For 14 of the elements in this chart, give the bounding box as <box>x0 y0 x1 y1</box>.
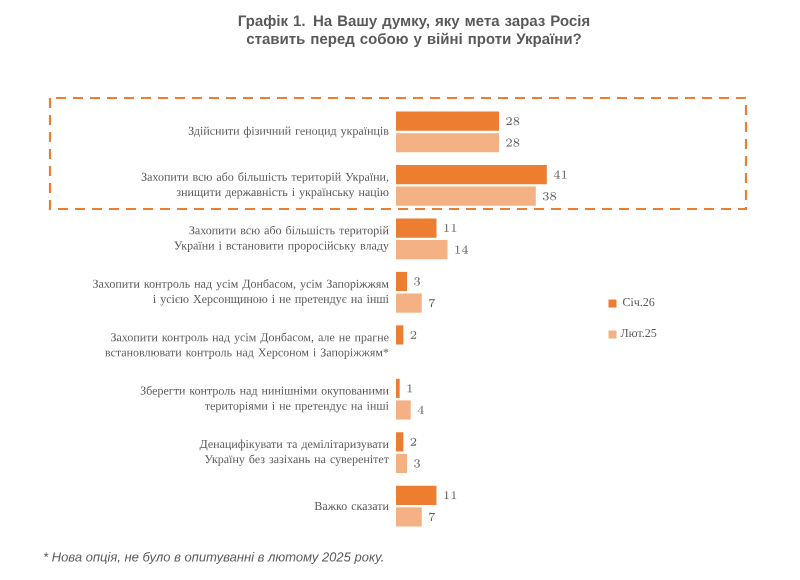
bar <box>396 111 499 131</box>
bar <box>396 325 404 345</box>
bar <box>396 218 437 238</box>
bar <box>396 293 422 313</box>
bar <box>396 271 408 292</box>
bar <box>396 400 411 420</box>
bar <box>396 240 448 260</box>
bar <box>396 485 437 505</box>
bar <box>396 186 536 206</box>
bar <box>396 432 404 452</box>
bar <box>396 507 422 527</box>
bar <box>396 133 499 153</box>
bar <box>396 453 408 474</box>
bar <box>396 164 547 185</box>
